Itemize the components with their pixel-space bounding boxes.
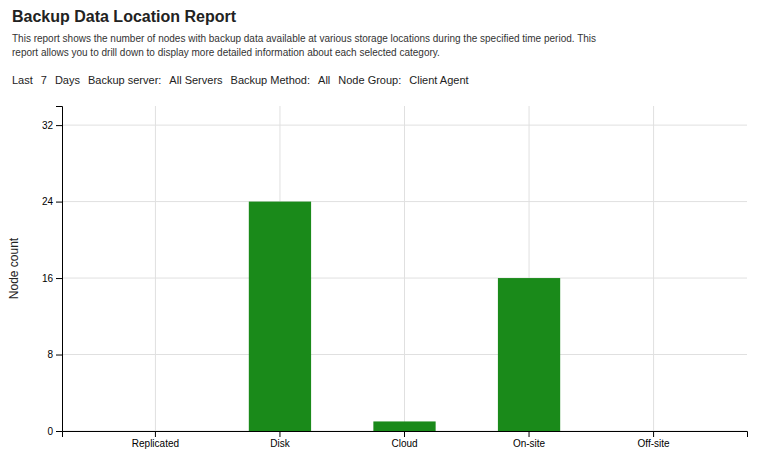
y-tick-mark xyxy=(56,355,62,356)
x-tick: Off-site xyxy=(638,431,670,449)
y-tick-label: 24 xyxy=(42,196,54,207)
y-axis-line xyxy=(56,107,63,432)
y-tick-label: 32 xyxy=(42,120,54,131)
annotation: Node Group: xyxy=(338,74,401,86)
subtitle: This report shows the number of nodes wi… xyxy=(12,33,596,44)
x-tick-mark xyxy=(155,431,156,437)
annotation: All xyxy=(318,74,330,86)
annotation: All Servers xyxy=(169,74,223,86)
bar xyxy=(249,202,311,431)
annotation: Backup Method: xyxy=(231,74,311,86)
y-tick-label: 0 xyxy=(47,426,53,437)
x-axis-line xyxy=(63,432,748,438)
bars xyxy=(249,202,560,431)
annotation: Days xyxy=(55,74,81,86)
y-tick-mark xyxy=(56,202,62,203)
y-axis-title: Node count xyxy=(7,237,21,299)
bar xyxy=(498,278,560,431)
chart: Backup Data Location Report This report s… xyxy=(0,0,767,461)
plot: 0 8 16 24 32 Replicated Disk Cloud On-site Off-si… xyxy=(42,106,748,449)
grid-line-x xyxy=(404,106,405,431)
y-tick: 8 xyxy=(47,349,62,360)
y-tick: 24 xyxy=(42,196,62,207)
y-tick-label: 8 xyxy=(47,349,53,360)
y-tick: 16 xyxy=(42,273,62,284)
x-tick-mark xyxy=(279,431,280,437)
grid-line-x xyxy=(155,106,156,431)
y-axis: 0 8 16 24 32 xyxy=(42,107,63,437)
annotation: Backup server: xyxy=(88,74,161,86)
grid xyxy=(62,106,747,431)
x-tick-label: On-site xyxy=(513,438,546,449)
grid-line-x xyxy=(653,106,654,431)
y-tick-label: 16 xyxy=(42,273,54,284)
y-tick-mark xyxy=(56,431,62,432)
title: Backup Data Location Report xyxy=(12,8,237,25)
subtitle: report allows you to drill down to displ… xyxy=(12,47,440,58)
bar xyxy=(124,431,186,432)
y-tick: 32 xyxy=(42,120,62,131)
y-tick: 0 xyxy=(47,426,62,437)
x-tick: On-site xyxy=(513,431,546,449)
bar xyxy=(373,421,435,431)
x-tick-label: Disk xyxy=(270,438,290,449)
annotation: 7 xyxy=(41,74,47,86)
y-tick-mark xyxy=(56,278,62,279)
annotation: Client Agent xyxy=(409,74,468,86)
bar xyxy=(622,431,684,432)
x-tick-label: Cloud xyxy=(391,438,417,449)
annotation: Last xyxy=(12,74,33,86)
x-tick-mark xyxy=(529,431,530,437)
x-tick: Cloud xyxy=(391,431,417,449)
x-tick-label: Replicated xyxy=(132,438,179,449)
y-tick-mark xyxy=(56,125,62,126)
x-tick-mark xyxy=(404,431,405,437)
x-tick: Disk xyxy=(270,431,290,449)
x-axis: Replicated Disk Cloud On-site Off-site xyxy=(63,431,748,449)
x-tick-mark xyxy=(653,431,654,437)
x-tick-label: Off-site xyxy=(638,438,670,449)
x-tick: Replicated xyxy=(132,431,179,449)
